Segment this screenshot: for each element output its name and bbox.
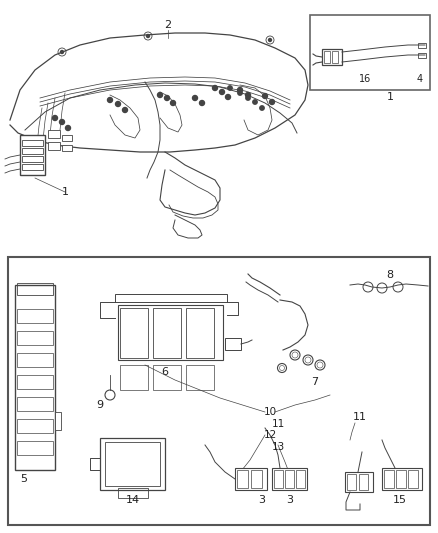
Bar [62,145,72,151]
Bar [332,51,338,63]
Text: 1: 1 [386,92,393,102]
Circle shape [246,93,251,98]
Circle shape [116,101,120,107]
Bar [418,53,426,58]
Bar [105,442,160,486]
Bar [347,474,356,490]
Bar [20,135,45,175]
Bar [17,331,53,345]
Bar [153,308,181,358]
Text: 7: 7 [311,377,318,387]
Bar [237,470,248,488]
Bar [408,470,418,488]
Bar [359,474,368,490]
Text: 15: 15 [393,495,407,505]
Bar [418,43,426,48]
Text: 12: 12 [263,430,277,440]
Bar [186,365,214,390]
Bar [17,375,53,389]
Circle shape [192,95,198,101]
Circle shape [268,38,272,42]
Bar [22,148,43,154]
Bar [118,488,148,498]
Circle shape [107,98,113,102]
Text: 16: 16 [359,74,371,84]
Bar [235,468,267,490]
Bar [115,294,227,302]
Bar [17,353,53,367]
Circle shape [146,35,149,37]
Bar [118,305,223,360]
Circle shape [170,101,176,106]
Bar [296,470,305,488]
Text: 10: 10 [263,407,276,417]
Circle shape [60,119,64,125]
Bar [100,438,165,490]
Bar [272,468,307,490]
Bar [324,51,330,63]
Text: 2: 2 [164,20,172,30]
Bar [17,283,53,295]
Circle shape [237,87,243,93]
Text: 11: 11 [272,419,285,429]
Text: 4: 4 [417,74,423,84]
Bar [225,338,241,350]
Bar [22,140,43,146]
Text: 9: 9 [96,400,103,410]
Bar [274,470,283,488]
Text: 13: 13 [272,442,285,452]
Text: 11: 11 [353,412,367,422]
Circle shape [238,91,242,95]
Circle shape [53,116,57,120]
Circle shape [199,101,205,106]
Bar [396,470,406,488]
Circle shape [228,86,232,90]
Text: 3: 3 [258,495,265,505]
Circle shape [66,125,71,131]
Bar [186,308,214,358]
Circle shape [269,100,275,104]
Text: 1: 1 [61,187,68,197]
Bar [22,164,43,170]
Bar [382,468,422,490]
Circle shape [219,90,225,94]
Bar [55,412,61,430]
Circle shape [226,94,230,100]
Text: 6: 6 [162,367,169,377]
Circle shape [253,100,257,104]
Bar [310,15,430,90]
Bar [48,130,60,138]
Bar [384,470,394,488]
Text: 14: 14 [126,495,140,505]
Bar [345,472,373,492]
Bar [251,470,262,488]
Bar [17,419,53,433]
Bar [15,285,55,470]
Circle shape [212,85,218,91]
Bar [22,156,43,162]
Bar [120,365,148,390]
Circle shape [165,95,170,101]
Circle shape [60,51,64,53]
Bar [8,257,430,525]
Circle shape [260,106,264,110]
Text: 3: 3 [286,495,293,505]
Circle shape [246,96,250,100]
Bar [62,135,72,141]
Bar [17,309,53,323]
Bar [285,470,294,488]
Bar [17,441,53,455]
Bar [17,397,53,411]
Circle shape [123,108,127,112]
Bar [120,308,148,358]
Circle shape [158,93,162,98]
Bar [153,365,181,390]
Text: 5: 5 [20,474,27,484]
Text: 8: 8 [386,270,394,280]
Bar [322,49,342,65]
Circle shape [262,93,268,99]
Bar [48,142,60,150]
